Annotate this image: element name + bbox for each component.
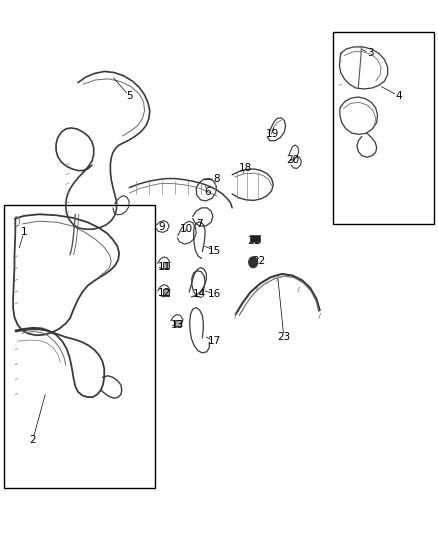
Text: 21: 21	[247, 236, 261, 246]
Text: 7: 7	[196, 219, 203, 229]
Text: 23: 23	[277, 332, 290, 342]
Text: 10: 10	[180, 224, 193, 234]
Text: 19: 19	[266, 130, 279, 139]
Circle shape	[249, 257, 258, 268]
Text: 2: 2	[29, 435, 36, 445]
Text: 17: 17	[208, 336, 221, 346]
Text: 13: 13	[171, 320, 184, 330]
Text: 15: 15	[208, 246, 221, 255]
Bar	[250, 235, 260, 242]
Text: 11: 11	[158, 262, 171, 271]
Text: 1: 1	[21, 227, 28, 237]
Text: 12: 12	[158, 288, 171, 298]
Text: 18: 18	[239, 163, 252, 173]
Text: 6: 6	[205, 187, 212, 197]
Text: 8: 8	[213, 174, 220, 183]
Text: 9: 9	[159, 222, 166, 231]
Bar	[4, 205, 155, 488]
Bar	[333, 32, 434, 224]
Text: 4: 4	[395, 91, 402, 101]
Text: 14: 14	[193, 289, 206, 299]
Bar	[175, 320, 181, 326]
Text: 22: 22	[252, 256, 265, 266]
Text: 16: 16	[208, 289, 221, 299]
Text: 5: 5	[126, 91, 133, 101]
Text: 20: 20	[286, 155, 299, 165]
Bar	[163, 262, 169, 268]
Bar	[163, 289, 169, 296]
Text: 3: 3	[367, 49, 374, 58]
